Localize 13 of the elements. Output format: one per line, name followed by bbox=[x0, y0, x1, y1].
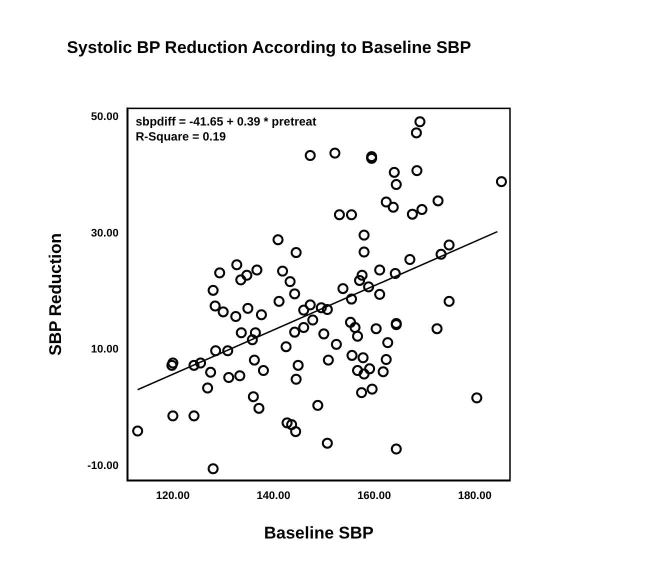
x-tick-label: 160.00 bbox=[357, 490, 391, 502]
chart-title: Systolic BP Reduction According to Baseline SBP bbox=[66, 38, 472, 57]
x-tick-label: 140.00 bbox=[256, 490, 290, 502]
x-tick-label: 120.00 bbox=[156, 490, 190, 502]
y-tick-label: 50.00 bbox=[91, 111, 119, 124]
annotation: sbpdiff = -41.65 + 0.39 * pretreat bbox=[136, 114, 316, 129]
y-axis-title: SBP Reduction bbox=[46, 233, 65, 356]
x-axis-title: Baseline SBP bbox=[264, 523, 374, 542]
y-tick-label: 30.00 bbox=[91, 227, 119, 240]
annotation: R-Square = 0.19 bbox=[136, 130, 226, 144]
y-tick-label: 10.00 bbox=[91, 344, 119, 356]
y-tick-label: -10.00 bbox=[87, 460, 119, 472]
x-tick-label: 180.00 bbox=[458, 490, 492, 502]
